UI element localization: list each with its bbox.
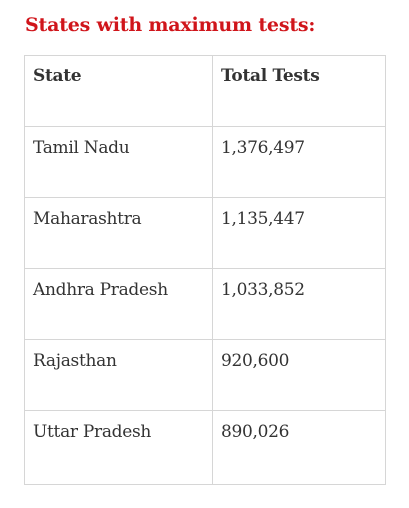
total-tests-cell: 890,026	[212, 410, 386, 485]
table-row: Maharashtra 1,135,447	[24, 197, 386, 269]
state-cell: Andhra Pradesh	[24, 268, 213, 340]
total-tests-cell: 920,600	[212, 339, 386, 411]
column-header-total-tests: Total Tests	[212, 55, 386, 127]
table-header-row: State Total Tests	[24, 55, 386, 127]
state-cell: Rajasthan	[24, 339, 213, 411]
table-row: Andhra Pradesh 1,033,852	[24, 268, 386, 340]
total-tests-cell: 1,376,497	[212, 126, 386, 198]
column-header-state: State	[24, 55, 213, 127]
state-cell: Maharashtra	[24, 197, 213, 269]
state-cell: Uttar Pradesh	[24, 410, 213, 485]
total-tests-cell: 1,135,447	[212, 197, 386, 269]
total-tests-cell: 1,033,852	[212, 268, 386, 340]
section-heading: States with maximum tests:	[25, 14, 316, 36]
table-row: Tamil Nadu 1,376,497	[24, 126, 386, 198]
table-row: Rajasthan 920,600	[24, 339, 386, 411]
state-cell: Tamil Nadu	[24, 126, 213, 198]
states-tests-table: State Total Tests Tamil Nadu 1,376,497 M…	[24, 55, 386, 485]
table-row: Uttar Pradesh 890,026	[24, 410, 386, 485]
